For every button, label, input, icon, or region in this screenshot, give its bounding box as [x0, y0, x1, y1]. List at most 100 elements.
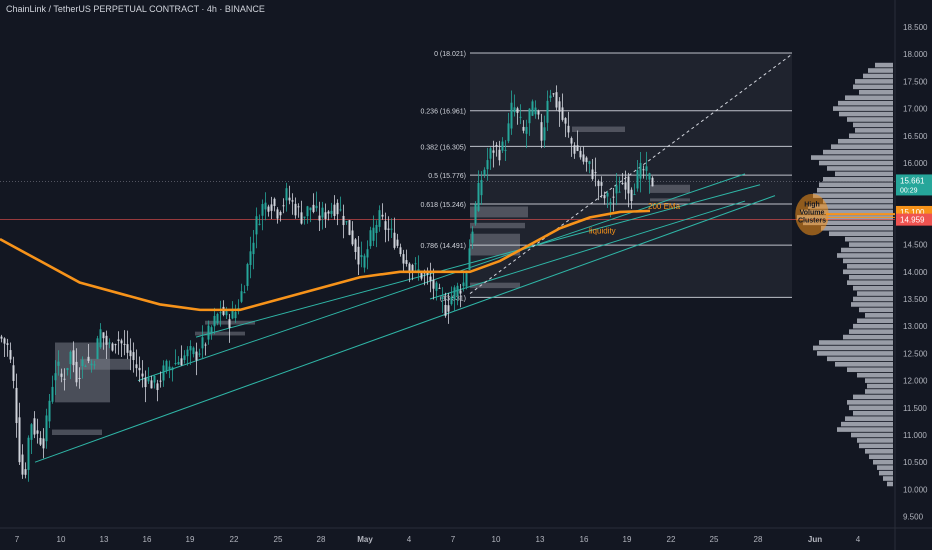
candle-body: [51, 386, 54, 402]
candle-body: [327, 211, 330, 214]
price-tick-label: 17.000: [903, 105, 928, 114]
order-block[interactable]: [470, 206, 528, 218]
candle-body: [531, 101, 534, 116]
candle-body: [369, 230, 372, 247]
volume-profile-bar: [843, 334, 893, 340]
volume-profile-bar: [857, 318, 893, 324]
volume-profile-bar: [817, 351, 893, 356]
candle-body: [399, 247, 402, 255]
candle-body: [276, 209, 279, 219]
candle-body: [594, 172, 597, 174]
order-block[interactable]: [572, 126, 625, 132]
candle-body: [324, 212, 327, 219]
volume-profile-bar: [883, 476, 893, 481]
candle-body: [576, 145, 579, 151]
order-block[interactable]: [470, 282, 520, 289]
chart-title: ChainLink / TetherUS PERPETUAL CONTRACT …: [6, 4, 265, 14]
candle-body: [462, 282, 465, 287]
candle-body: [504, 149, 507, 151]
candle-body: [384, 221, 387, 230]
candle-body: [156, 383, 159, 391]
ema-200-line[interactable]: [0, 209, 651, 312]
price-tick-label: 18.500: [903, 23, 928, 32]
candle-body: [510, 102, 513, 129]
candle-body: [435, 282, 438, 291]
candle-body: [219, 312, 222, 314]
candle-body: [189, 346, 192, 351]
candle-body: [393, 232, 396, 248]
candle-body: [618, 191, 621, 193]
candle-body: [516, 108, 519, 113]
order-block[interactable]: [80, 358, 130, 370]
candle-body: [366, 249, 369, 258]
candle-body: [87, 356, 90, 361]
volume-profile-bar: [887, 481, 893, 487]
candle-body: [273, 198, 276, 206]
candle-body: [477, 183, 480, 211]
candle-body: [498, 149, 501, 161]
volume-profile-bar: [827, 166, 893, 171]
candle-body: [207, 325, 210, 340]
candle-body: [309, 207, 312, 211]
volume-profile-bar: [831, 144, 893, 149]
candle-body: [447, 305, 450, 312]
price-tick-label: 13.000: [903, 322, 928, 331]
candle-body: [99, 329, 102, 348]
fib-trend-dashed-line[interactable]: [469, 53, 793, 294]
candle-body: [534, 107, 537, 115]
trend-channel-line[interactable]: [195, 184, 761, 338]
candle-body: [342, 215, 345, 226]
volume-profile-bar: [849, 242, 893, 247]
time-tick-label: 4: [407, 535, 412, 544]
volume-profile-bar: [849, 274, 893, 280]
volume-profile-bar: [841, 421, 893, 427]
candle-body: [285, 188, 288, 201]
candle-body: [42, 438, 45, 449]
price-tick-label: 12.500: [903, 349, 928, 358]
time-tick-label: 7: [451, 535, 456, 544]
candle-body: [330, 210, 333, 214]
volume-profile-bar: [849, 329, 893, 334]
hvc-label-word: Clusters: [798, 218, 826, 225]
trend-channel-line[interactable]: [429, 200, 746, 300]
order-block[interactable]: [650, 184, 690, 193]
current-price-badge: 15.661: [900, 176, 925, 185]
candle-body: [375, 224, 378, 234]
order-block[interactable]: [470, 222, 525, 229]
volume-profile-bar: [823, 177, 893, 182]
volume-profile-bar: [833, 106, 893, 111]
time-tick-label: 22: [667, 535, 676, 544]
volume-profile-bar: [813, 193, 893, 198]
volume-profile-bar: [853, 410, 893, 416]
candle-body: [405, 260, 408, 264]
volume-profile-bar: [801, 209, 893, 215]
candle-body: [507, 123, 510, 142]
hvc-circle[interactable]: [795, 193, 829, 236]
candle-body: [411, 264, 414, 271]
trend-channel-line[interactable]: [34, 195, 776, 463]
candle-body: [612, 196, 615, 198]
level-price-badge-bg: [896, 213, 932, 226]
order-block[interactable]: [52, 429, 102, 435]
candle-body: [564, 118, 567, 124]
volume-profile-bar: [845, 416, 893, 421]
current-price-badge-bg: [896, 174, 932, 196]
candle-body: [471, 231, 474, 243]
order-block[interactable]: [195, 331, 245, 336]
candle-body: [60, 373, 63, 377]
trend-channel-line[interactable]: [137, 173, 746, 382]
candle-body: [33, 418, 36, 435]
candle-body: [279, 212, 282, 216]
volume-profile-bar: [851, 432, 893, 438]
volume-profile-bar: [847, 367, 893, 373]
volume-profile-bar: [819, 160, 893, 166]
candle-body: [387, 228, 390, 230]
price-tick-label: 13.500: [903, 295, 928, 304]
candle-body: [267, 206, 270, 212]
candle-body: [90, 363, 93, 366]
price-tick-label: 12.000: [903, 377, 928, 386]
volume-profile-bar: [847, 264, 893, 269]
candle-body: [21, 454, 24, 475]
volume-profile-bar: [803, 220, 893, 226]
